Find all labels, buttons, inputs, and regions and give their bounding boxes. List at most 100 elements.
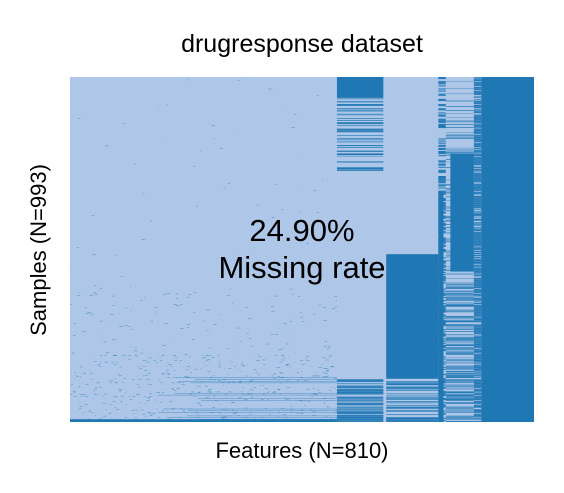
missing-band-group-f bbox=[473, 201, 482, 203]
missing-band-group-a bbox=[336, 393, 384, 395]
missing-band-group-f bbox=[473, 156, 482, 158]
missing-band-group-f bbox=[473, 359, 482, 360]
missing-band-group-a bbox=[336, 415, 384, 417]
missing-band-group-f bbox=[473, 87, 482, 89]
missing-band-group-f bbox=[473, 229, 482, 231]
missing-band-group-a bbox=[336, 122, 384, 124]
missing-band-group-d bbox=[438, 105, 446, 107]
missing-band-group-f bbox=[473, 114, 482, 116]
missing-band-group-f bbox=[473, 143, 482, 144]
missing-band-group-d bbox=[438, 119, 446, 121]
missing-band-group-f bbox=[473, 129, 482, 131]
missing-band-group-f bbox=[473, 184, 482, 186]
missing-band-group-e bbox=[445, 282, 474, 284]
chart-title: drugresponse dataset bbox=[181, 30, 423, 58]
missing-band-group-f bbox=[473, 402, 482, 404]
missing-band-group-e bbox=[445, 353, 474, 354]
missing-band-group-f bbox=[473, 293, 482, 295]
missing-band-group-f bbox=[473, 350, 482, 352]
missing-band-group-f bbox=[473, 89, 482, 91]
missing-band-group-f bbox=[473, 332, 482, 333]
missing-band-group-f bbox=[473, 399, 482, 401]
missing-band-group-f bbox=[473, 275, 482, 277]
missing-band-group-f bbox=[473, 204, 482, 206]
missing-band-group-f bbox=[473, 124, 482, 126]
missing-band-group-c bbox=[386, 386, 439, 388]
missing-band-group-f bbox=[473, 159, 482, 161]
missing-cells-layer bbox=[70, 77, 534, 422]
missing-band-group-d bbox=[438, 120, 446, 122]
missing-band-group-e bbox=[445, 408, 474, 410]
missing-band-group-f bbox=[473, 255, 482, 257]
missing-band-group-f bbox=[473, 111, 482, 112]
missing-band-group-f bbox=[473, 207, 482, 209]
missing-band-group-f bbox=[473, 94, 482, 96]
missing-band-group-f bbox=[473, 368, 482, 370]
missing-band-group-f bbox=[473, 267, 482, 269]
missing-band-group-f bbox=[473, 305, 482, 307]
missing-band-group-a bbox=[336, 380, 384, 382]
missing-band-group-a bbox=[336, 139, 384, 141]
missing-band-group-f bbox=[473, 154, 482, 156]
missing-band-group-f bbox=[473, 135, 482, 137]
missing-band-group-f bbox=[473, 286, 482, 288]
missing-band-group-f bbox=[473, 191, 482, 193]
missing-band-group-c bbox=[386, 399, 439, 400]
missing-band-group-f bbox=[473, 298, 482, 300]
missing-band-group-f bbox=[473, 206, 482, 207]
missing-band-group-f bbox=[473, 157, 482, 159]
missing-band-group-e bbox=[445, 379, 474, 380]
missing-band-group-e bbox=[445, 402, 474, 403]
missing-band-group-f bbox=[473, 329, 482, 331]
missing-band-group-e bbox=[445, 375, 474, 377]
missing-band-group-f bbox=[473, 301, 482, 303]
missing-band-group-f bbox=[473, 356, 482, 358]
missing-band-group-a bbox=[336, 154, 384, 156]
missing-band-group-f bbox=[473, 354, 482, 356]
missing-band-group-f bbox=[473, 117, 482, 118]
missing-band-group-e bbox=[445, 377, 474, 378]
missing-band-group-f bbox=[473, 102, 482, 104]
missing-band-group-f bbox=[473, 257, 482, 259]
missing-band-group-f bbox=[473, 256, 482, 258]
missing-band-group-f bbox=[473, 315, 482, 317]
missing-band-group-c bbox=[386, 410, 439, 411]
missing-band-group-f bbox=[473, 345, 482, 347]
missing-band-group-d bbox=[438, 163, 446, 165]
missing-band-group-f bbox=[473, 136, 482, 137]
missing-band-group-f bbox=[473, 409, 482, 410]
missing-band-group-f bbox=[473, 79, 482, 80]
missing-band-group-a bbox=[336, 391, 384, 392]
missing-band-group-f bbox=[473, 130, 482, 132]
missing-band-group-a bbox=[336, 138, 384, 139]
missing-band-group-f bbox=[473, 370, 482, 372]
missing-band-group-e bbox=[445, 135, 474, 137]
missing-band-group-c bbox=[386, 420, 439, 422]
missing-band-group-a bbox=[336, 379, 384, 380]
missing-band-group-d bbox=[438, 81, 446, 83]
missing-band-group-d bbox=[438, 127, 446, 129]
missing-band-group-f bbox=[473, 270, 482, 272]
missing-band-group-d bbox=[438, 78, 446, 80]
missing-band-group-f bbox=[473, 403, 482, 405]
missing-band-group-a bbox=[336, 410, 384, 412]
missing-band-group-c bbox=[386, 384, 439, 386]
missing-band-group-f bbox=[473, 384, 482, 385]
missing-band-group-f bbox=[473, 104, 482, 106]
missing-band-group-e bbox=[445, 286, 474, 288]
missing-band-group-f bbox=[473, 199, 482, 200]
missing-band-group-a bbox=[336, 393, 384, 394]
missing-band-group-e bbox=[445, 321, 474, 323]
missing-band-group-f bbox=[473, 234, 482, 236]
missing-band-group-f bbox=[473, 266, 482, 267]
missing-band-group-f bbox=[473, 320, 482, 321]
missing-band-group-f bbox=[473, 174, 482, 176]
missing-band-group-f bbox=[473, 137, 482, 139]
missing-band-group-f bbox=[473, 278, 482, 280]
missing-band-group-e bbox=[445, 106, 474, 107]
missing-band-group-c bbox=[386, 387, 439, 389]
missing-band-group-f bbox=[473, 193, 482, 195]
missing-band-group-f bbox=[473, 173, 482, 175]
missing-band-group-a bbox=[336, 383, 384, 385]
missing-band-group-f bbox=[473, 379, 482, 381]
